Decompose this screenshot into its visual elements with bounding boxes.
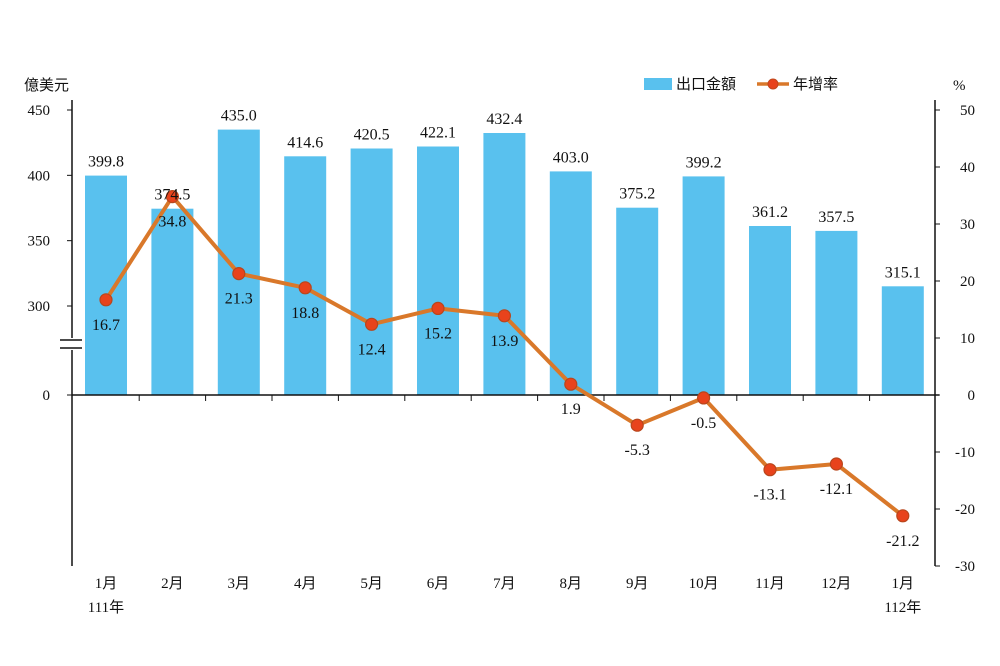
- growth-rate-point: [431, 301, 445, 315]
- legend-line-marker: [767, 78, 779, 90]
- growth-rate-label: 21.3: [225, 291, 253, 308]
- category-label: 4月: [294, 576, 317, 592]
- bar-value-label: 399.2: [686, 154, 722, 171]
- bar: [284, 156, 327, 395]
- right-tick-label: -20: [955, 502, 975, 518]
- bar-value-label: 422.1: [420, 125, 456, 142]
- bar: [483, 133, 526, 395]
- category-label: 1月: [892, 576, 915, 592]
- category-label: 10月: [689, 576, 719, 592]
- bar-series: [85, 129, 924, 395]
- growth-rate-point: [763, 463, 777, 477]
- right-tick-label: 10: [960, 331, 975, 347]
- bar: [217, 129, 260, 395]
- category-label: 6月: [427, 576, 450, 592]
- right-tick-label: 0: [968, 388, 976, 404]
- growth-rate-label: -0.5: [691, 415, 716, 432]
- growth-rate-point: [232, 267, 246, 281]
- growth-rate-label: 1.9: [561, 401, 581, 418]
- right-tick-label: 30: [960, 217, 975, 233]
- right-axis-unit: %: [953, 78, 966, 94]
- category-label: 11月: [755, 576, 784, 592]
- line-series: [99, 190, 910, 523]
- bar-value-label: 435.0: [221, 108, 257, 125]
- growth-rate-point: [165, 190, 179, 204]
- axes: 0 300 350 400 450 50 40 30 20 10 0 -10 -20 -30 1月 111年 2…: [28, 100, 976, 616]
- growth-rate-point: [298, 281, 312, 295]
- bar-value-label: 357.5: [818, 209, 854, 226]
- year-label: 111年: [88, 599, 124, 616]
- bar-value-label: 361.2: [752, 204, 788, 221]
- left-tick-label: 450: [28, 103, 51, 119]
- category-label: 5月: [360, 576, 383, 592]
- growth-rate-point: [497, 309, 511, 323]
- bar: [682, 176, 725, 395]
- bar-value-label: 375.2: [619, 186, 655, 203]
- bar: [350, 148, 393, 395]
- growth-rate-label: -12.1: [820, 481, 853, 498]
- category-label: 9月: [626, 576, 649, 592]
- category-label: 8月: [560, 576, 583, 592]
- bar: [881, 286, 924, 395]
- growth-rate-label: 16.7: [92, 317, 120, 334]
- right-tick-label: 40: [960, 160, 975, 176]
- right-tick-label: -10: [955, 445, 975, 461]
- bar: [549, 171, 592, 395]
- growth-rate-point: [99, 293, 113, 307]
- bar: [815, 230, 858, 395]
- growth-rate-label: 12.4: [358, 341, 386, 358]
- growth-rate-point: [896, 509, 910, 523]
- bar: [749, 226, 791, 395]
- growth-rate-label: -21.2: [886, 533, 919, 550]
- bar-value-label: 420.5: [354, 127, 390, 144]
- growth-rate-label: 13.9: [490, 333, 518, 350]
- growth-rate-label: -5.3: [625, 442, 650, 459]
- axis-break-gap: [60, 338, 84, 350]
- category-label: 2月: [161, 576, 184, 592]
- legend-bar-label: 出口金額: [676, 76, 736, 93]
- right-tick-label: -30: [955, 559, 975, 575]
- growth-rate-label: 34.8: [158, 214, 186, 231]
- bar-value-label: 403.0: [553, 149, 589, 166]
- bar-value-label: 399.8: [88, 154, 124, 171]
- bar-value-label: 414.6: [287, 134, 323, 151]
- legend-bar-swatch: [644, 78, 672, 90]
- growth-rate-point: [696, 391, 711, 405]
- data-labels: 399.8 374.5 435.0 414.6 420.5 422.1 432.4 403.0…: [88, 108, 921, 550]
- right-tick-label: 50: [960, 103, 975, 119]
- left-tick-label: 300: [28, 299, 51, 315]
- legend-line-label: 年增率: [793, 76, 838, 93]
- growth-rate-label: 18.8: [291, 305, 319, 322]
- growth-rate-point: [630, 418, 644, 432]
- left-axis-unit: 億美元: [24, 77, 69, 94]
- bar: [616, 207, 659, 395]
- bar-value-label: 432.4: [486, 111, 522, 128]
- growth-rate-point: [365, 317, 379, 331]
- left-tick-label: 400: [28, 168, 51, 184]
- bar: [151, 208, 194, 395]
- category-label: 12月: [821, 576, 851, 592]
- bar-value-label: 374.5: [154, 187, 190, 204]
- bar: [417, 146, 459, 395]
- growth-rate-point: [564, 377, 578, 391]
- bar-value-label: 315.1: [885, 264, 921, 281]
- growth-rate-label: 15.2: [424, 325, 452, 342]
- growth-rate-point: [829, 457, 844, 471]
- left-tick-label: 0: [43, 388, 51, 404]
- category-label: 1月: [95, 576, 118, 592]
- year-label: 112年: [884, 599, 921, 616]
- growth-rate-label: -13.1: [753, 487, 786, 504]
- bar: [85, 175, 127, 395]
- right-tick-label: 20: [960, 274, 975, 290]
- category-label: 7月: [493, 576, 516, 592]
- category-label: 3月: [228, 576, 251, 592]
- legend: 出口金額 年增率: [644, 76, 838, 93]
- left-tick-label: 350: [28, 234, 51, 250]
